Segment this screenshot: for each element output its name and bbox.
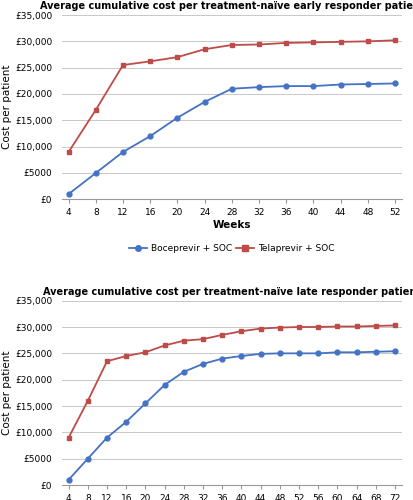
Telaprevir + SOC [120,62,125,68]
Telaprevir + SOC [202,46,206,52]
Boceprevir + SOC [353,350,358,356]
Telaprevir + SOC [353,324,358,330]
Telaprevir + SOC [392,322,396,328]
Line: Telaprevir + SOC: Telaprevir + SOC [66,323,396,440]
Line: Telaprevir + SOC: Telaprevir + SOC [66,38,396,154]
Boceprevir + SOC [202,99,206,105]
Telaprevir + SOC [229,42,234,48]
Boceprevir + SOC [258,351,263,357]
Boceprevir + SOC [315,350,320,356]
Boceprevir + SOC [334,350,339,356]
Boceprevir + SOC [66,191,71,197]
Boceprevir + SOC [93,170,98,176]
Boceprevir + SOC [283,83,288,89]
Telaprevir + SOC [200,336,205,342]
Boceprevir + SOC [238,353,243,359]
Telaprevir + SOC [123,353,128,359]
Title: Average cumulative cost per treatment-naïve early responder patient: Average cumulative cost per treatment-na… [39,2,413,12]
Boceprevir + SOC [373,349,377,355]
Boceprevir + SOC [181,369,186,375]
Telaprevir + SOC [296,324,301,330]
Boceprevir + SOC [200,361,205,367]
Line: Boceprevir + SOC: Boceprevir + SOC [66,81,396,196]
Boceprevir + SOC [296,350,301,356]
Boceprevir + SOC [175,114,180,120]
Boceprevir + SOC [85,456,90,462]
Boceprevir + SOC [277,350,282,356]
Boceprevir + SOC [104,434,109,440]
Boceprevir + SOC [392,348,396,354]
Telaprevir + SOC [310,40,315,46]
Telaprevir + SOC [258,326,263,332]
Y-axis label: Cost per patient: Cost per patient [2,65,12,150]
Telaprevir + SOC [181,338,186,344]
Boceprevir + SOC [392,80,396,86]
Telaprevir + SOC [334,324,339,330]
Telaprevir + SOC [283,40,288,46]
Telaprevir + SOC [66,434,71,440]
Telaprevir + SOC [365,38,370,44]
Telaprevir + SOC [93,107,98,113]
Boceprevir + SOC [162,382,167,388]
Telaprevir + SOC [337,39,342,45]
Title: Average cumulative cost per treatment-naïve late responder patient: Average cumulative cost per treatment-na… [43,287,413,297]
Telaprevir + SOC [85,398,90,404]
Boceprevir + SOC [256,84,261,90]
Boceprevir + SOC [310,83,315,89]
Telaprevir + SOC [373,323,377,329]
Telaprevir + SOC [142,350,147,356]
Legend: Boceprevir + SOC, Telaprevir + SOC: Boceprevir + SOC, Telaprevir + SOC [129,244,334,254]
Telaprevir + SOC [104,358,109,364]
Boceprevir + SOC [147,133,152,139]
X-axis label: Weeks: Weeks [212,220,250,230]
Telaprevir + SOC [219,332,224,338]
Telaprevir + SOC [238,328,243,334]
Telaprevir + SOC [162,342,167,348]
Boceprevir + SOC [219,356,224,362]
Telaprevir + SOC [66,149,71,155]
Boceprevir + SOC [365,81,370,87]
Boceprevir + SOC [229,86,234,91]
Boceprevir + SOC [142,400,147,406]
Line: Boceprevir + SOC: Boceprevir + SOC [66,349,396,482]
Telaprevir + SOC [175,54,180,60]
Telaprevir + SOC [147,58,152,64]
Telaprevir + SOC [392,38,396,44]
Telaprevir + SOC [256,42,261,48]
Boceprevir + SOC [123,419,128,425]
Boceprevir + SOC [66,476,71,482]
Y-axis label: Cost per patient: Cost per patient [2,350,12,435]
Telaprevir + SOC [277,324,282,330]
Boceprevir + SOC [337,82,342,87]
Telaprevir + SOC [315,324,320,330]
Boceprevir + SOC [120,149,125,155]
